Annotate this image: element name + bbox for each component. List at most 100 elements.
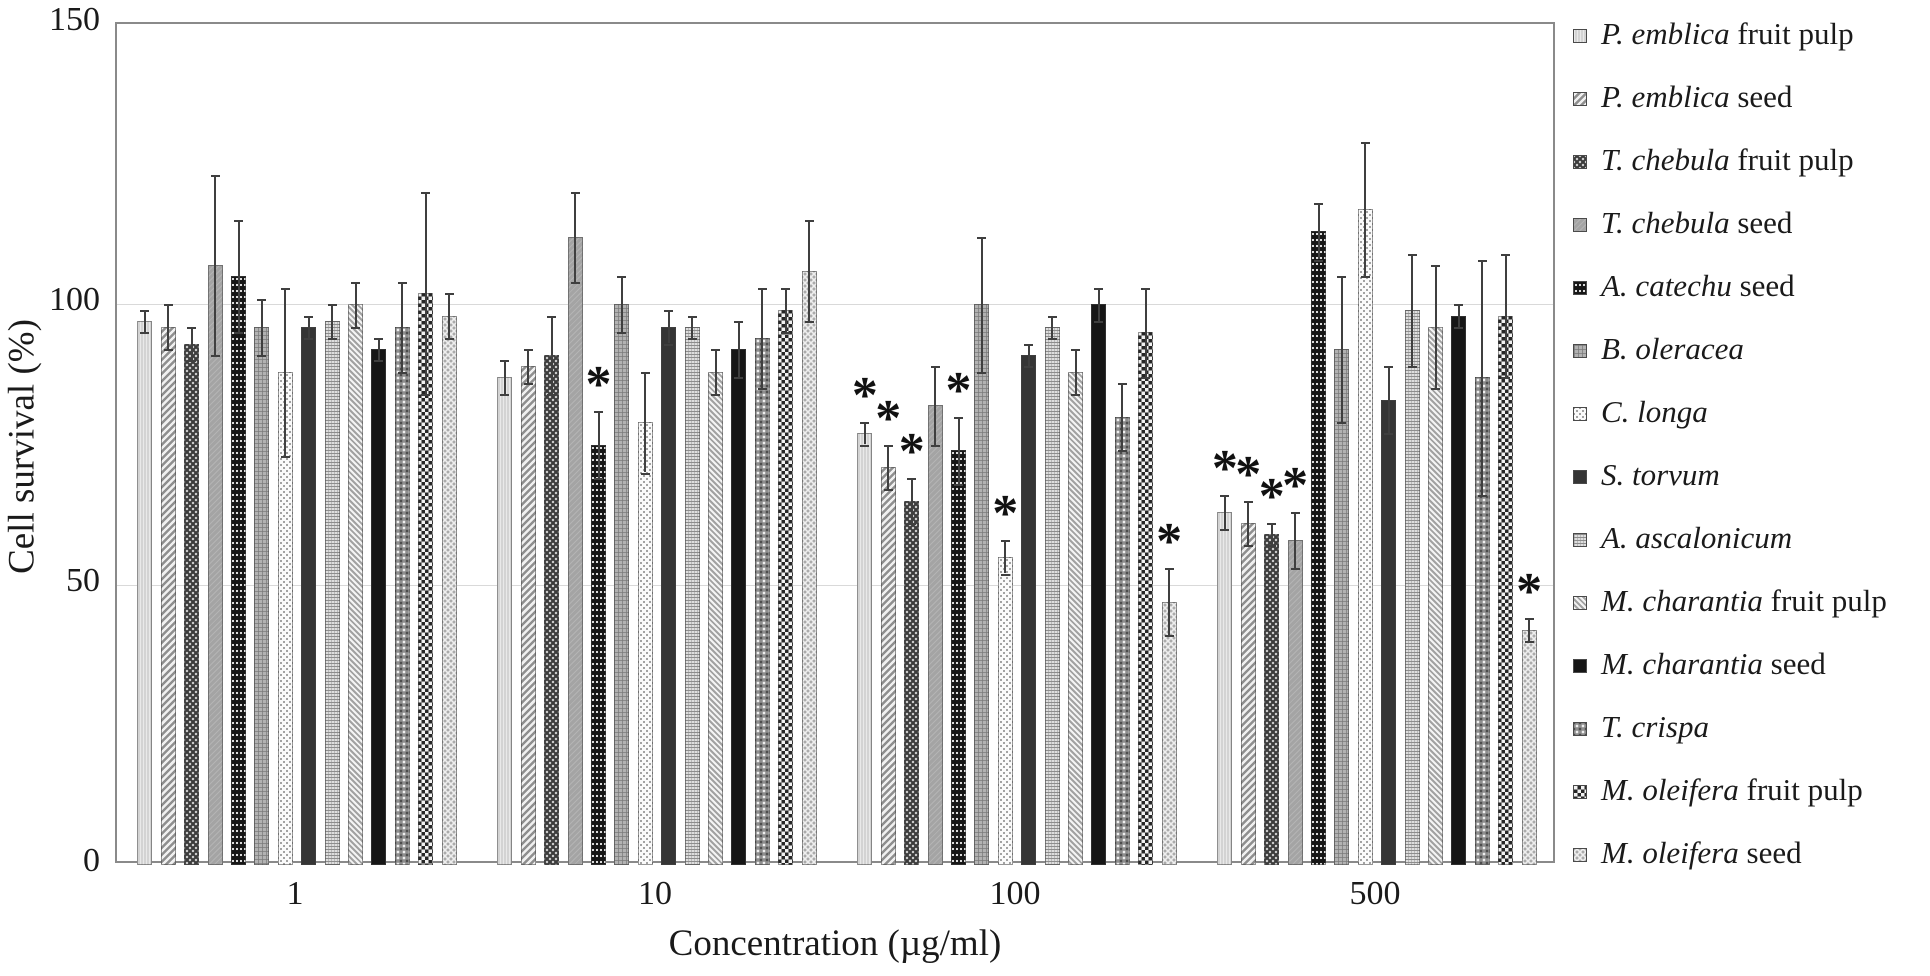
error-bar bbox=[237, 220, 240, 333]
significance-asterisk: * bbox=[1282, 456, 1309, 514]
bar-t-chebula-seed-c100 bbox=[927, 405, 943, 865]
error-cap-top bbox=[1141, 287, 1151, 290]
error-cap-top bbox=[234, 220, 243, 223]
significance-asterisk: * bbox=[1156, 512, 1183, 570]
legend-species-name: M. oleifera bbox=[1601, 835, 1739, 870]
error-cap-top bbox=[757, 287, 767, 290]
legend-part-name: seed bbox=[1731, 268, 1795, 303]
error-cap-bottom bbox=[594, 478, 603, 481]
error-cap-top bbox=[687, 315, 697, 318]
bar-b-oleracea-c1 bbox=[254, 326, 270, 865]
error-bar bbox=[574, 192, 577, 282]
error-bar bbox=[1340, 276, 1343, 423]
legend-swatch bbox=[1573, 155, 1587, 169]
error-bar bbox=[957, 416, 960, 484]
error-cap-top bbox=[1267, 523, 1277, 525]
error-cap-bottom bbox=[163, 349, 173, 352]
error-cap-bottom bbox=[257, 354, 267, 357]
error-cap-bottom bbox=[711, 394, 720, 396]
bar-c-longa-c1 bbox=[277, 371, 293, 865]
error-cap-bottom bbox=[1141, 377, 1151, 380]
error-bar bbox=[331, 304, 334, 338]
legend-species-name: A. ascalonicum bbox=[1601, 520, 1793, 555]
legend-label: S. torvum bbox=[1601, 457, 1720, 493]
error-bar bbox=[167, 304, 170, 350]
error-bar bbox=[1364, 141, 1367, 277]
error-cap-bottom bbox=[500, 394, 510, 396]
bar-c-longa-c500 bbox=[1357, 209, 1373, 865]
error-cap-top bbox=[444, 293, 454, 296]
error-cap-bottom bbox=[187, 360, 197, 363]
bar-p-emblica-seed-c100 bbox=[880, 466, 896, 865]
error-cap-bottom bbox=[280, 455, 290, 458]
error-bar bbox=[1457, 304, 1460, 327]
bar-a-ascalonicum-c10 bbox=[684, 326, 700, 865]
bar-m-charantia-fruit-pulp-c500 bbox=[1428, 326, 1443, 865]
error-bar bbox=[761, 287, 764, 389]
bar-p-emblica-seed-c10 bbox=[520, 366, 536, 865]
bar-t-chebula-fruit-pulp-c10 bbox=[544, 354, 560, 865]
bar-c-longa-c100 bbox=[997, 556, 1013, 865]
error-bar bbox=[808, 220, 811, 322]
legend-label: A. catechu seed bbox=[1601, 268, 1795, 304]
error-bar bbox=[143, 309, 146, 333]
error-cap-top bbox=[883, 444, 893, 447]
error-cap-top bbox=[977, 237, 987, 240]
bar-m-oleifera-seed-c100 bbox=[1161, 601, 1177, 865]
error-cap-top bbox=[1024, 343, 1034, 346]
bar-m-oleifera-seed-c1 bbox=[441, 315, 457, 865]
error-bar bbox=[714, 349, 717, 395]
legend-species-name: P. emblica bbox=[1601, 79, 1730, 114]
error-cap-bottom bbox=[1360, 276, 1370, 279]
x-tick-label-100: 100 bbox=[989, 875, 1041, 912]
error-cap-bottom bbox=[640, 472, 650, 475]
legend-species-name: T. crispa bbox=[1601, 709, 1709, 744]
significance-asterisk: * bbox=[1211, 440, 1238, 497]
error-bar bbox=[401, 281, 404, 372]
error-bar bbox=[1247, 500, 1250, 546]
bar-a-ascalonicum-c100 bbox=[1044, 326, 1060, 865]
error-cap-bottom bbox=[1024, 366, 1034, 368]
bar-m-oleifera-fruit-pulp-c500 bbox=[1498, 315, 1514, 865]
error-cap-top bbox=[1047, 315, 1057, 318]
significance-asterisk: * bbox=[585, 355, 612, 413]
error-cap-top bbox=[1477, 259, 1487, 262]
error-cap-top bbox=[1384, 366, 1394, 368]
error-cap-bottom bbox=[351, 326, 360, 329]
error-bar bbox=[1411, 253, 1414, 366]
error-cap-top bbox=[397, 281, 407, 284]
bar-m-oleifera-fruit-pulp-c1 bbox=[418, 293, 434, 865]
bar-a-catechu-seed-c1 bbox=[231, 276, 246, 865]
bar-m-oleifera-seed-c500 bbox=[1521, 629, 1537, 865]
error-bar bbox=[1223, 495, 1226, 529]
bar-m-oleifera-fruit-pulp-c100 bbox=[1138, 332, 1154, 865]
bar-c-longa-c10 bbox=[637, 422, 653, 865]
bar-t-chebula-fruit-pulp-c100 bbox=[904, 500, 920, 865]
legend-label: T. crispa bbox=[1601, 709, 1709, 745]
legend-part-name: fruit pulp bbox=[1729, 16, 1854, 51]
significance-asterisk: * bbox=[1235, 445, 1262, 503]
significance-asterisk: * bbox=[875, 389, 902, 447]
bar-t-chebula-fruit-pulp-c500 bbox=[1264, 534, 1280, 865]
error-bar bbox=[527, 349, 530, 383]
legend-species-name: A. catechu bbox=[1601, 268, 1732, 303]
error-bar bbox=[910, 478, 913, 523]
error-cap-top bbox=[421, 192, 431, 195]
error-bar bbox=[377, 338, 380, 361]
error-cap-bottom bbox=[1314, 259, 1323, 262]
error-cap-top bbox=[640, 371, 650, 374]
error-cap-bottom bbox=[1384, 433, 1394, 436]
legend-label: M. oleifera fruit pulp bbox=[1601, 772, 1863, 808]
error-cap-top bbox=[1407, 253, 1417, 256]
bar-t-crispa-c500 bbox=[1474, 377, 1490, 865]
legend-species-name: B. oleracea bbox=[1601, 331, 1744, 366]
error-cap-top bbox=[781, 287, 791, 290]
error-cap-top bbox=[734, 321, 744, 324]
error-cap-top bbox=[1360, 141, 1370, 144]
error-bar bbox=[190, 326, 193, 361]
error-cap-bottom bbox=[374, 360, 384, 363]
bar-b-oleracea-c100 bbox=[974, 304, 990, 865]
bar-m-charantia-seed-c1 bbox=[371, 349, 387, 865]
error-cap-bottom bbox=[210, 354, 220, 357]
